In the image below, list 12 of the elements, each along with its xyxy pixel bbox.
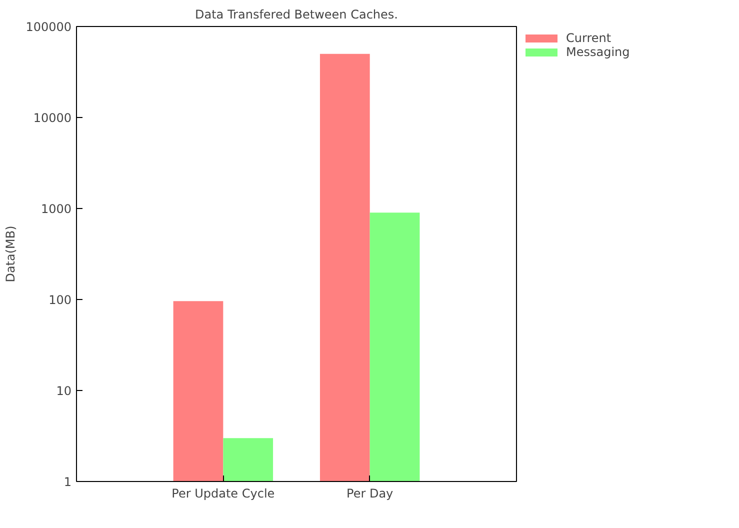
y-tick-label: 10 [56,384,72,398]
y-tick-label: 100 [48,293,72,307]
chart-title: Data Transfered Between Caches. [195,8,398,22]
y-tick-label: 1000 [40,202,72,216]
y-axis-title: Data(MB) [4,226,18,282]
y-tick-label: 1 [64,475,72,489]
legend-label: Current [566,31,612,45]
x-tick-label: Per Day [346,486,394,500]
x-tick-label: Per Update Cycle [172,486,275,500]
y-tick-label: 10000 [33,111,72,125]
y-tick-label: 100000 [26,20,72,34]
legend-label: Messaging [566,45,630,59]
